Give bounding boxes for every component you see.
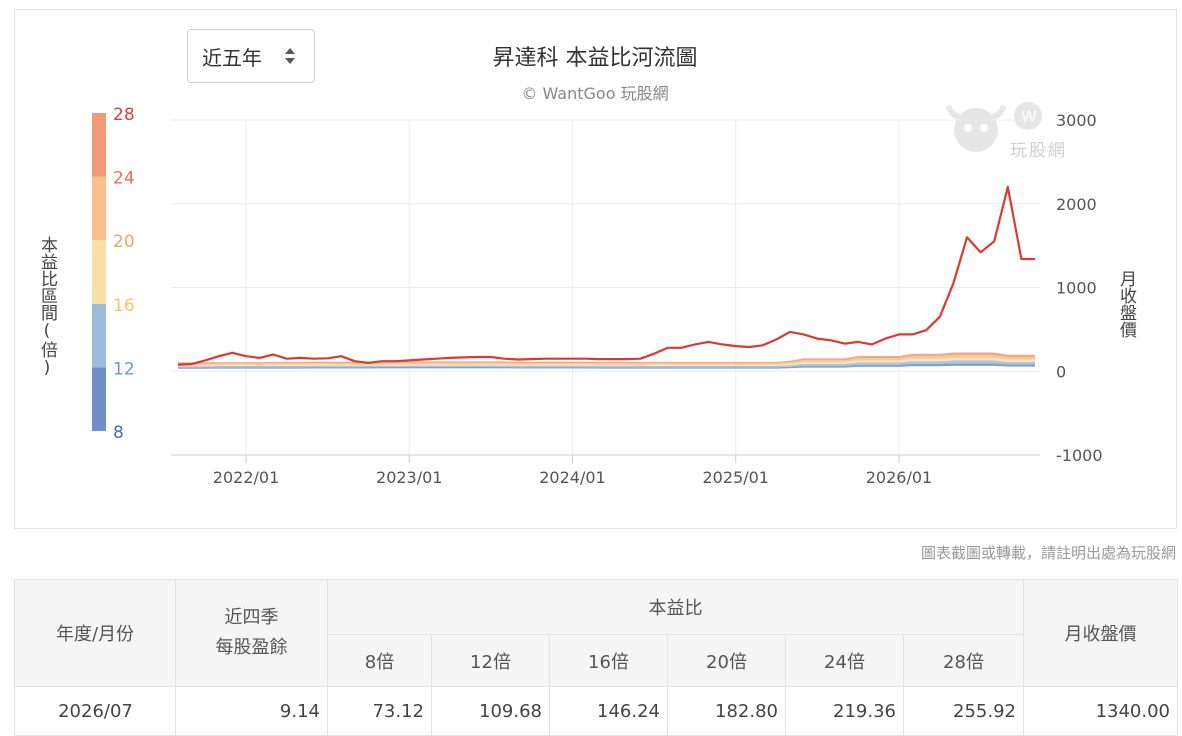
svg-text:W: W (1021, 107, 1037, 126)
x-tick-label: 2025/01 (702, 468, 768, 487)
legend-tick-label: 20 (113, 232, 135, 252)
range-select-value: 近五年 (202, 45, 262, 70)
cell-pe-24: 219.36 (785, 686, 904, 736)
legend-swatch-24 (92, 113, 106, 177)
pe-band-24-28 (178, 352, 1035, 364)
legend-swatch-12 (92, 303, 106, 368)
watermark-text: 玩股網 (1010, 141, 1067, 161)
pe-band-8-12 (178, 363, 1035, 369)
header-pe-20: 20倍 (667, 634, 786, 687)
cell-pe-12: 109.68 (431, 686, 550, 736)
cell-price: 1340.00 (1023, 686, 1178, 736)
cell-pe-16: 146.24 (549, 686, 668, 736)
cell-pe-8: 73.12 (327, 686, 432, 736)
y-tick-label: 3000 (1056, 111, 1097, 130)
header-pe-16: 16倍 (549, 634, 668, 687)
header-date: 年度/月份 (14, 579, 176, 687)
y-tick-label: 2000 (1056, 195, 1097, 214)
legend-tick-label: 16 (113, 296, 135, 316)
x-tick-label: 2024/01 (539, 468, 605, 487)
table-row: 2026/07 9.14 73.12 109.68 146.24 182.80 … (14, 686, 1178, 736)
cell-pe-20: 182.80 (667, 686, 786, 736)
updown-icon (285, 48, 295, 64)
legend-swatch-20 (92, 176, 106, 241)
pe-band-12-16 (178, 360, 1035, 368)
river-chart: 3000 2000 1000 0 -1000 2022/01 2023/01 2024/01 2… (92, 105, 1103, 487)
legend-tick-label: 24 (113, 169, 135, 189)
legend-swatch-8 (92, 367, 106, 431)
copyright-notice: 圖表截圖或轉載，請註明出處為玩股網 (920, 544, 1176, 562)
legend-swatch-16 (92, 240, 106, 304)
header-eps: 近四季 每股盈餘 (175, 579, 328, 687)
header-pe-12: 12倍 (431, 634, 550, 687)
chart-card (14, 9, 1177, 529)
y-tick-label: 0 (1056, 362, 1066, 381)
y-tick-label: 1000 (1056, 279, 1097, 298)
chart-title: 昇達科 本益比河流圖 (492, 46, 698, 71)
right-axis-label: 月收盤價 (1116, 270, 1136, 338)
cell-eps: 9.14 (175, 686, 328, 736)
left-axis-label: 本益比區間(倍) (37, 236, 57, 378)
header-pe: 本益比 (327, 579, 1024, 635)
y-tick-label: -1000 (1056, 446, 1103, 465)
cell-date: 2026/07 (14, 686, 176, 736)
header-price: 月收盤價 (1023, 579, 1178, 687)
legend-tick-label: 12 (113, 359, 135, 379)
pe-band-16-20 (178, 357, 1035, 367)
pe-band-20-24 (178, 355, 1035, 365)
legend-tick-label: 8 (113, 423, 124, 443)
x-tick-label: 2022/01 (213, 468, 279, 487)
cell-pe-28: 255.92 (903, 686, 1024, 736)
header-pe-8: 8倍 (327, 634, 432, 687)
chart-credit: © WantGoo 玩股網 (521, 84, 669, 103)
price-line (177, 185, 1035, 366)
x-tick-label: 2023/01 (376, 468, 442, 487)
header-pe-28: 28倍 (903, 634, 1024, 687)
header-pe-24: 24倍 (785, 634, 904, 687)
range-select[interactable]: 近五年 (187, 29, 315, 83)
legend-tick-label: 28 (113, 105, 135, 125)
watermark-logo-icon: W (945, 102, 1042, 152)
pe-table: 年度/月份 近四季 每股盈餘 本益比 月收盤價 8倍 12倍 16倍 20倍 2… (14, 579, 1178, 736)
x-tick-label: 2026/01 (866, 468, 932, 487)
